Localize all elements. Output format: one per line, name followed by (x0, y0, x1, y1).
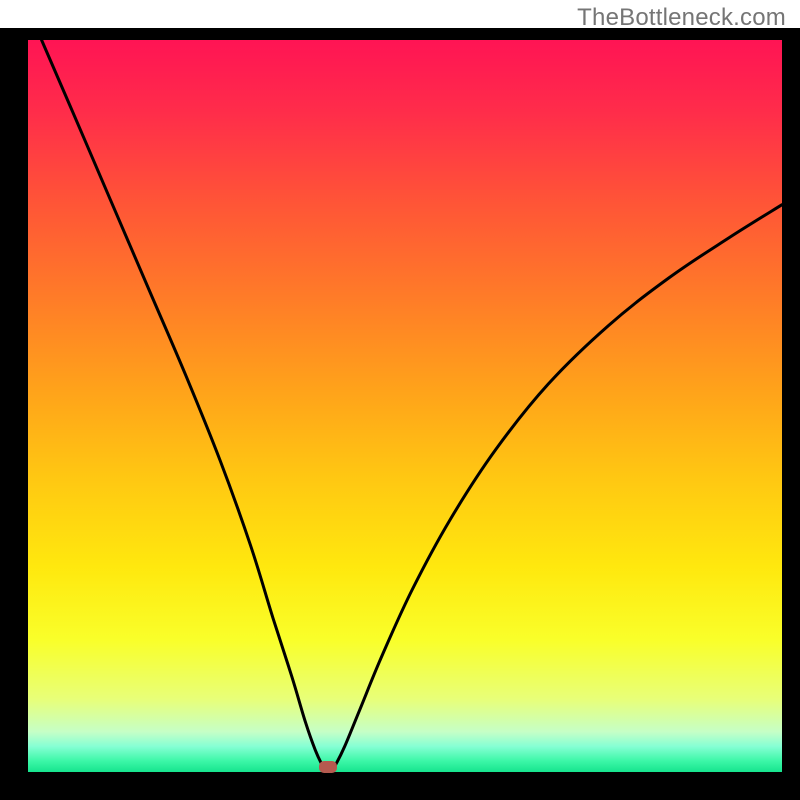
bottleneck-curve (0, 0, 800, 800)
cusp-marker (319, 761, 337, 773)
